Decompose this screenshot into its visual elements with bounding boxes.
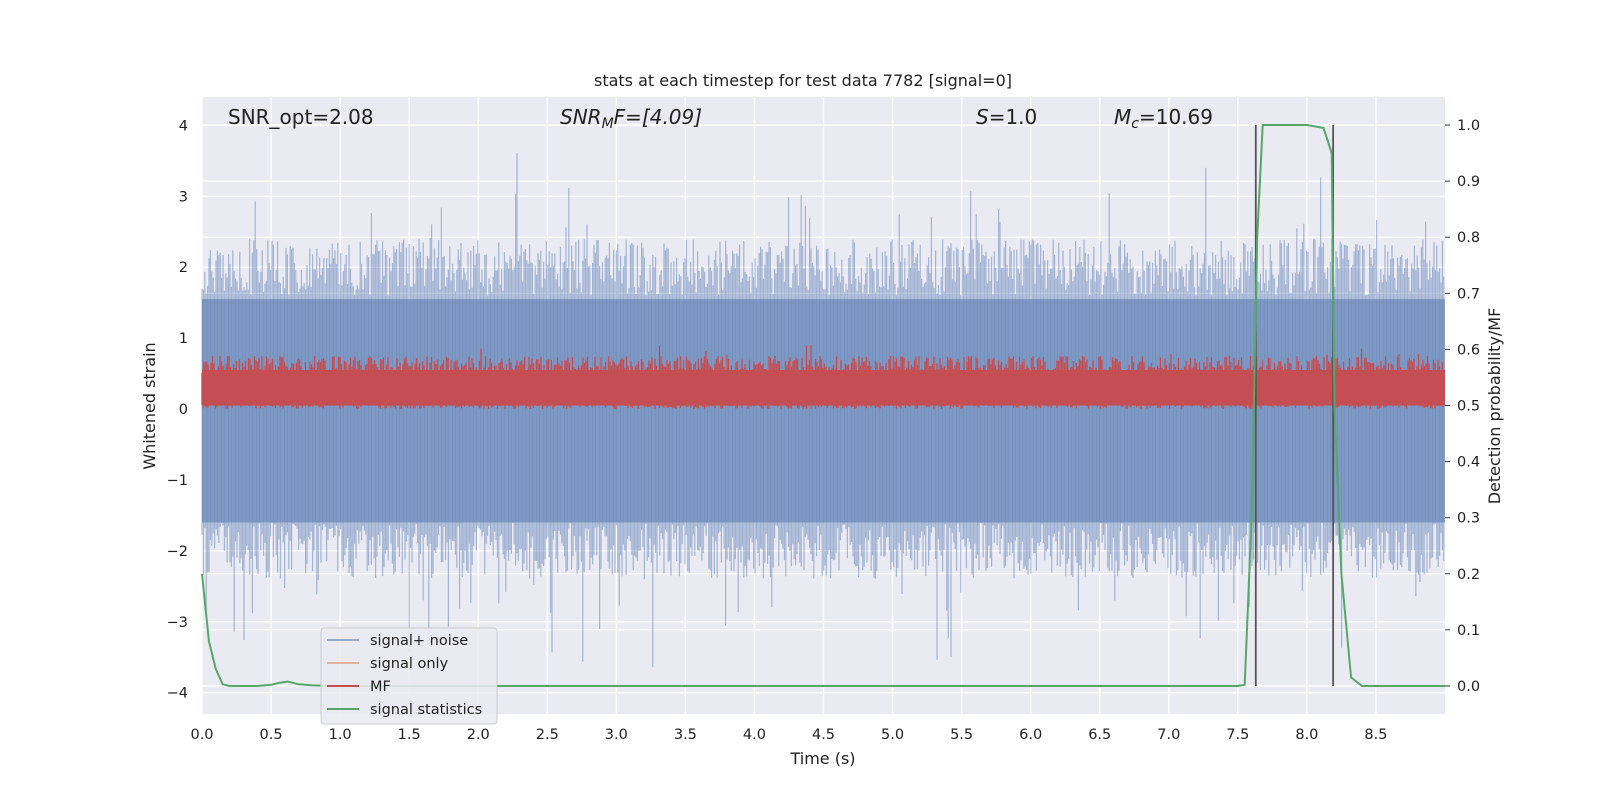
y2-tick-label: 1.0 (1457, 118, 1480, 134)
y-tick-label: −2 (167, 544, 188, 560)
y2-tick-label: 0.0 (1457, 679, 1480, 695)
x-tick-label: 8.0 (1295, 727, 1318, 743)
y2-tick-labels: 1.0 0.9 0.8 0.7 0.6 0.5 0.4 0.3 0.2 0.1 0.0 (1445, 118, 1480, 695)
legend-label-signal-noise: signal+ noise (370, 633, 468, 649)
x-tick-label: 0.0 (190, 727, 213, 743)
chart-title: stats at each timestep for test data 778… (594, 71, 1012, 90)
legend-label-signal-only: signal only (370, 656, 449, 672)
y-tick-label: −3 (167, 615, 188, 631)
y-tick-labels: 4 3 2 1 0 −1 −2 −3 −4 (167, 118, 188, 701)
y-tick-label: 1 (179, 331, 188, 347)
x-tick-label: 2.5 (536, 727, 559, 743)
y2-axis-label: Detection probability/MF (1485, 308, 1504, 505)
annotation-snr-opt: SNR_opt=2.08 (228, 105, 374, 129)
x-tick-label: 2.0 (467, 727, 490, 743)
annotation-mc: Mc=10.69 (1114, 105, 1213, 132)
series-signal-statistics (201, 124, 1445, 687)
y-tick-label: 0 (179, 402, 188, 418)
y2-tick-label: 0.6 (1457, 342, 1480, 358)
y2-tick-label: 0.7 (1457, 286, 1480, 302)
legend-label-signal-statistics: signal statistics (370, 702, 482, 718)
y2-tick-label: 0.4 (1457, 455, 1480, 471)
annotation-s: S=1.0 (976, 105, 1037, 129)
x-tick-label: 4.0 (743, 727, 766, 743)
legend: signal+ noise signal only MF signal stat… (320, 627, 498, 725)
x-axis-label: Time (s) (789, 749, 855, 768)
y-tick-label: 2 (179, 260, 188, 276)
x-tick-label: 6.5 (1088, 727, 1111, 743)
y2-tick-label: 0.5 (1457, 399, 1480, 415)
y-tick-label: 4 (179, 118, 188, 134)
y-tick-label: −1 (167, 473, 188, 489)
x-tick-label: 4.5 (812, 727, 835, 743)
y2-tick-label: 0.3 (1457, 511, 1480, 527)
series-mf (201, 344, 1445, 409)
y-axis-label: Whitened strain (140, 342, 159, 469)
x-tick-label: 6.0 (1019, 727, 1042, 743)
x-tick-label: 7.5 (1226, 727, 1249, 743)
x-tick-label: 3.0 (605, 727, 628, 743)
x-tick-labels: 0.0 0.5 1.0 1.5 2.0 2.5 3.0 3.5 4.0 4.5 5.0 5.5 6.0 6… (190, 727, 1387, 743)
x-tick-label: 1.0 (329, 727, 352, 743)
x-tick-label: 8.5 (1364, 727, 1387, 743)
y2-tick-label: 0.9 (1457, 174, 1480, 190)
x-tick-label: 7.0 (1157, 727, 1180, 743)
x-tick-label: 5.5 (950, 727, 973, 743)
y2-tick-label: 0.2 (1457, 567, 1480, 583)
y2-tick-label: 0.1 (1457, 623, 1480, 639)
mf-trace (201, 344, 1445, 409)
y-tick-label: −4 (167, 686, 188, 702)
legend-label-mf: MF (370, 679, 391, 695)
legend-box (320, 627, 498, 725)
x-tick-label: 3.5 (674, 727, 697, 743)
annotation-snr-mf: SNRMF=[4.09] (560, 105, 702, 132)
y2-tick-label: 0.8 (1457, 230, 1480, 246)
series-signal-noise (201, 153, 1445, 668)
y-tick-label: 3 (179, 189, 188, 205)
x-tick-label: 5.0 (881, 727, 904, 743)
noise-band-core (202, 299, 1445, 523)
x-tick-label: 1.5 (398, 727, 421, 743)
x-tick-label: 0.5 (260, 727, 283, 743)
